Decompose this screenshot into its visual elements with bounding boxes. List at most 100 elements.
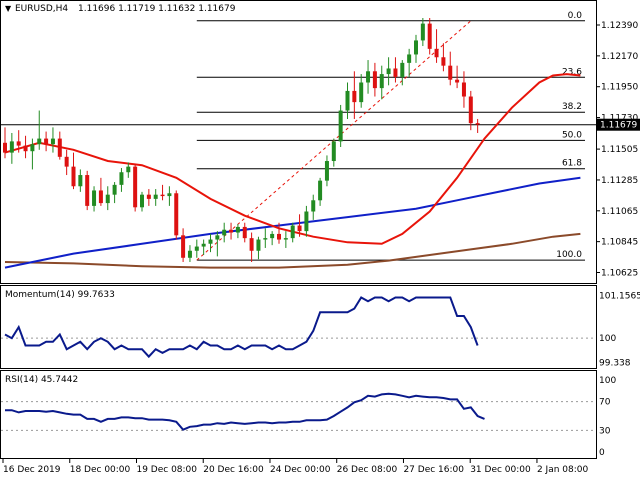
candle-body bbox=[235, 226, 240, 233]
candle-body bbox=[146, 194, 151, 199]
candle-body bbox=[270, 233, 275, 239]
rsi-tick-label: 30 bbox=[599, 426, 611, 436]
ohlc-readout: 1.11696 1.11719 1.11632 1.11679 bbox=[78, 4, 236, 14]
candle-body bbox=[242, 226, 247, 239]
candle-body bbox=[119, 172, 124, 185]
sma-blue-line bbox=[4, 176, 581, 269]
collapse-triangle-icon[interactable]: ▼ bbox=[5, 4, 12, 13]
candle-body bbox=[50, 138, 55, 145]
price-tick-label: 1.10845 bbox=[601, 238, 638, 248]
candle-body bbox=[153, 194, 158, 199]
candle-body bbox=[92, 190, 97, 206]
candle-body bbox=[105, 194, 110, 204]
fib-level-label: 23.6 bbox=[562, 67, 582, 77]
candle-body bbox=[283, 238, 288, 240]
candle-body bbox=[112, 184, 117, 195]
candle-body bbox=[160, 194, 165, 197]
candle-body bbox=[57, 138, 62, 157]
candle-body bbox=[393, 68, 398, 77]
candle-body bbox=[256, 239, 261, 251]
candle-body bbox=[345, 90, 350, 111]
candle-body bbox=[263, 238, 268, 240]
momentum-label: Momentum(14) 99.7633 bbox=[5, 290, 115, 300]
candle-body bbox=[98, 190, 103, 204]
candle-body bbox=[414, 40, 418, 55]
candle-body bbox=[133, 166, 138, 208]
candle-body bbox=[420, 23, 425, 41]
fib-level-label: 50.0 bbox=[562, 130, 582, 140]
candle-body bbox=[277, 233, 281, 240]
candle-body bbox=[9, 141, 14, 153]
momentum-panel bbox=[0, 285, 597, 369]
sma-brown-line bbox=[4, 232, 581, 269]
axes: 1.12390 1.12170 1.11950 1.11730 1.11505 1.112… bbox=[2, 21, 640, 475]
candle-body bbox=[304, 211, 309, 232]
momentum-plot bbox=[1, 296, 596, 359]
candle-body bbox=[352, 90, 357, 103]
candle-body bbox=[331, 141, 336, 162]
rsi-label: RSI(14) 45.7442 bbox=[5, 375, 78, 385]
candle-body bbox=[229, 229, 234, 233]
price-panel bbox=[0, 0, 597, 284]
symbol-label: EURUSD,H4 bbox=[15, 4, 68, 14]
rsi-panel bbox=[0, 370, 597, 459]
candle-body bbox=[201, 243, 206, 247]
candle-body bbox=[379, 74, 384, 89]
candle-body bbox=[441, 57, 446, 66]
candle-body bbox=[407, 54, 412, 63]
rsi-tick-label: 100 bbox=[599, 376, 616, 386]
candle-body bbox=[64, 156, 69, 167]
fib-level-label: 0.0 bbox=[568, 11, 583, 21]
fib-level-label: 61.8 bbox=[562, 159, 582, 169]
candle-body bbox=[85, 175, 90, 206]
x-tick-label: 27 Dec 16:00 bbox=[403, 465, 464, 475]
price-tick-label: 1.12170 bbox=[601, 52, 638, 62]
x-tick-label: 26 Dec 08:00 bbox=[337, 465, 398, 475]
candle-body bbox=[181, 235, 186, 258]
sma-red-line bbox=[4, 73, 581, 245]
price-tick-label: 1.12390 bbox=[601, 21, 638, 31]
candle-body bbox=[126, 166, 131, 173]
x-tick-label: 24 Dec 00:00 bbox=[270, 465, 331, 475]
momentum-tick-label: 100 bbox=[599, 334, 616, 344]
candle-body bbox=[249, 238, 254, 251]
x-tick-label: 31 Dec 00:00 bbox=[470, 465, 531, 475]
fib-level-label: 38.2 bbox=[562, 102, 582, 112]
price-tick-label: 1.11730 bbox=[601, 114, 638, 124]
candle-body bbox=[71, 166, 76, 187]
price-tick-label: 1.11285 bbox=[601, 176, 638, 186]
candle-body bbox=[23, 145, 28, 152]
x-tick-label: 18 Dec 00:00 bbox=[70, 465, 131, 475]
candle-body bbox=[3, 142, 7, 153]
price-tick-label: 1.11950 bbox=[601, 83, 638, 93]
price-tick-label: 1.11505 bbox=[601, 145, 638, 155]
candle-body bbox=[311, 200, 316, 212]
candle-body bbox=[461, 82, 466, 97]
candle-body bbox=[318, 180, 323, 201]
candle-body bbox=[475, 123, 480, 125]
candle-body bbox=[78, 175, 83, 187]
x-tick-label: 2 Jan 08:00 bbox=[537, 465, 589, 475]
candle-body bbox=[16, 141, 21, 146]
candle-body bbox=[386, 68, 391, 75]
rsi-tick-label: 0 bbox=[599, 448, 605, 458]
rsi-tick-label: 70 bbox=[599, 398, 611, 408]
candle-body bbox=[338, 110, 343, 142]
candle-body bbox=[37, 138, 42, 145]
rsi-plot bbox=[1, 392, 596, 431]
price-plot: 0.0 23.6 38.2 50.0 61.8 100.0 bbox=[1, 11, 596, 269]
momentum-tick-label: 99.338 bbox=[599, 359, 631, 369]
candle-body bbox=[30, 144, 35, 152]
momentum-tick-label: 101.1565 bbox=[599, 291, 640, 301]
candle-body bbox=[222, 229, 227, 236]
candle-body bbox=[400, 62, 405, 77]
x-tick-label: 19 Dec 08:00 bbox=[136, 465, 197, 475]
candle-body bbox=[372, 71, 377, 89]
candle-body bbox=[194, 246, 199, 251]
current-price-label: 1.11679 bbox=[600, 121, 637, 131]
candle-body bbox=[366, 71, 371, 83]
candle-body bbox=[427, 23, 432, 49]
price-tick-label: 1.11065 bbox=[601, 207, 638, 217]
candle-body bbox=[468, 96, 473, 124]
candle-body bbox=[324, 161, 329, 181]
